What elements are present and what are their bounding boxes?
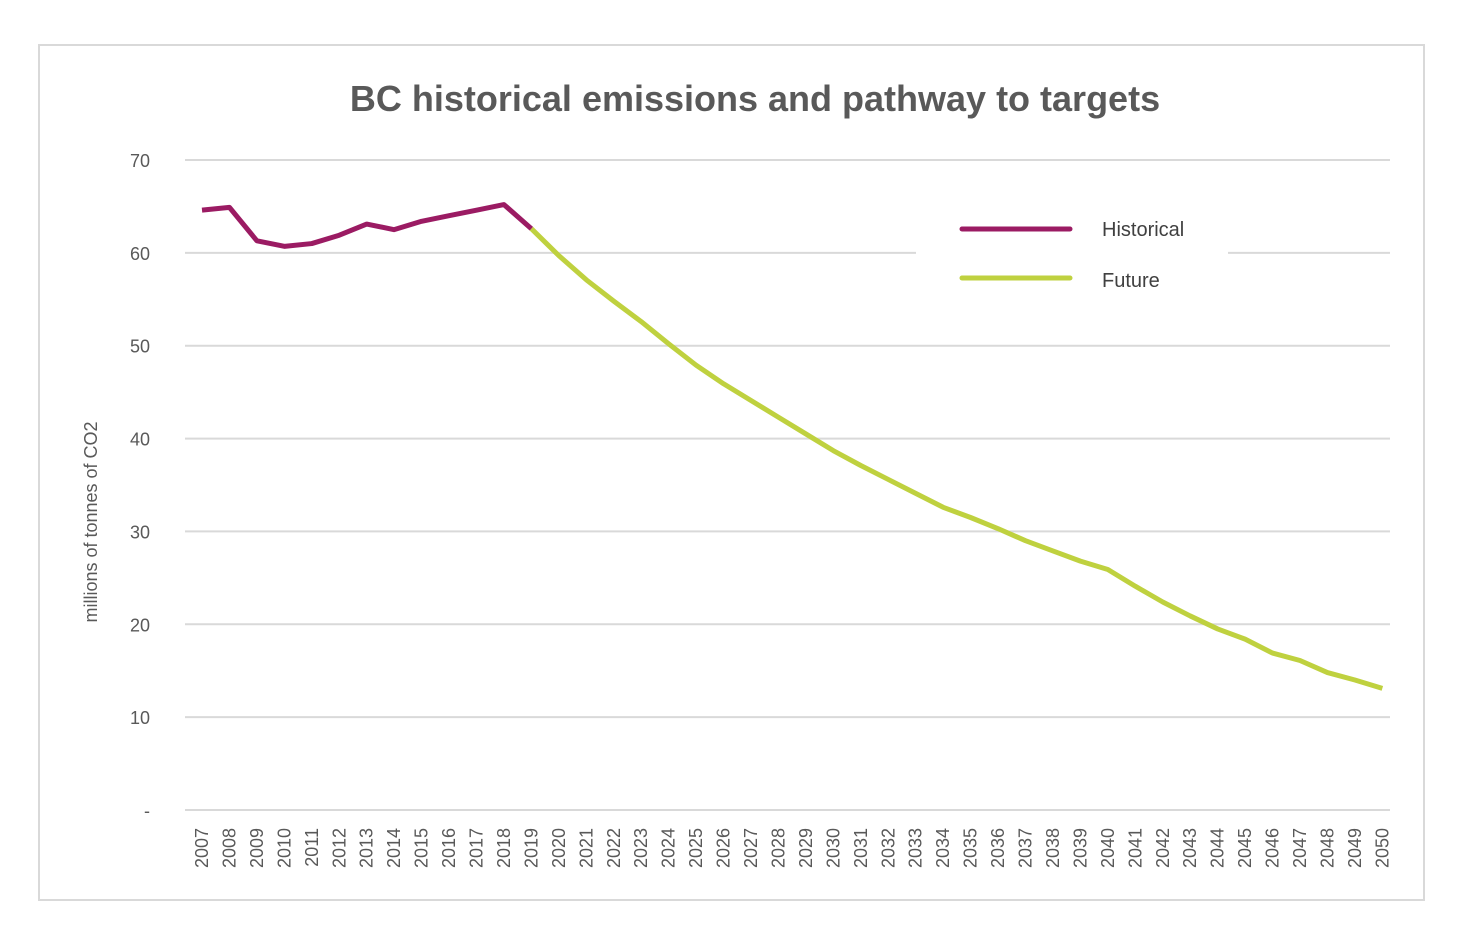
series-line-future	[529, 226, 1384, 691]
y-tick-label: 70	[130, 151, 150, 171]
y-tick-label: 50	[130, 337, 150, 357]
x-tick-label: 2022	[604, 828, 624, 868]
x-tick-label: 2040	[1098, 828, 1118, 868]
x-tick-label: 2016	[439, 828, 459, 868]
x-tick-label: 2014	[384, 828, 404, 868]
x-tick-label: 2032	[878, 828, 898, 868]
x-tick-label: 2045	[1235, 828, 1255, 868]
x-tick-label: 2023	[631, 828, 651, 868]
gridlines	[185, 159, 1390, 811]
x-tick-label: 2046	[1263, 828, 1283, 868]
chart-title: BC historical emissions and pathway to t…	[349, 78, 1161, 119]
x-tick-label: 2018	[494, 828, 514, 868]
x-tick-label: 2037	[1016, 828, 1036, 868]
x-tick-label: 2021	[576, 828, 596, 868]
x-tick-label: 2044	[1208, 828, 1228, 868]
x-tick-label: 2011	[302, 828, 322, 867]
x-axis-ticks: 2007 2008 2009 2010 2011 2012 2013 2014 2015 2016…	[192, 828, 1392, 868]
x-tick-label: 2050	[1372, 828, 1392, 868]
x-tick-label: 2009	[247, 828, 267, 868]
x-tick-label: 2030	[823, 828, 843, 868]
legend: Historical Future	[916, 198, 1228, 308]
x-tick-label: 2007	[192, 828, 212, 868]
x-tick-label: 2019	[521, 828, 541, 868]
x-tick-label: 2015	[412, 828, 432, 868]
y-axis-label: millions of tonnes of CO2	[81, 421, 101, 622]
x-tick-label: 2048	[1317, 828, 1337, 868]
x-tick-label: 2033	[906, 828, 926, 868]
x-tick-label: 2029	[796, 828, 816, 868]
x-tick-label: 2039	[1070, 828, 1090, 868]
x-tick-label: 2027	[741, 828, 761, 868]
x-tick-label: 2036	[988, 828, 1008, 868]
y-axis-ticks: - 10 20 30 40 50 60 70	[130, 151, 150, 821]
y-tick-label: 10	[130, 708, 150, 728]
x-tick-label: 2008	[219, 828, 239, 868]
legend-label-future: Future	[1102, 270, 1160, 292]
x-tick-label: 2026	[714, 828, 734, 868]
x-tick-label: 2012	[329, 828, 349, 868]
x-tick-label: 2031	[851, 828, 871, 868]
x-tick-label: 2042	[1153, 828, 1173, 868]
x-tick-label: 2034	[933, 828, 953, 868]
legend-label-historical: Historical	[1102, 219, 1184, 241]
y-tick-label: 20	[130, 615, 150, 635]
x-tick-label: 2038	[1043, 828, 1063, 868]
y-tick-label: 30	[130, 522, 150, 542]
x-tick-label: 2049	[1345, 828, 1365, 868]
x-tick-label: 2028	[768, 828, 788, 868]
x-tick-label: 2041	[1125, 828, 1145, 868]
series-line-historical	[201, 202, 534, 249]
y-tick-label: -	[144, 801, 150, 821]
y-tick-label: 40	[130, 430, 150, 450]
y-tick-label: 60	[130, 244, 150, 264]
x-tick-label: 2017	[467, 828, 487, 868]
x-tick-label: 2010	[274, 828, 294, 868]
x-tick-label: 2035	[961, 828, 981, 868]
chart-frame	[38, 44, 1425, 901]
x-tick-label: 2025	[686, 828, 706, 868]
x-tick-label: 2043	[1180, 828, 1200, 868]
series-lines	[201, 202, 1384, 691]
x-tick-label: 2013	[357, 828, 377, 868]
x-tick-label: 2020	[549, 828, 569, 868]
legend-background	[916, 198, 1228, 308]
x-tick-label: 2047	[1290, 828, 1310, 868]
x-tick-label: 2024	[659, 828, 679, 868]
